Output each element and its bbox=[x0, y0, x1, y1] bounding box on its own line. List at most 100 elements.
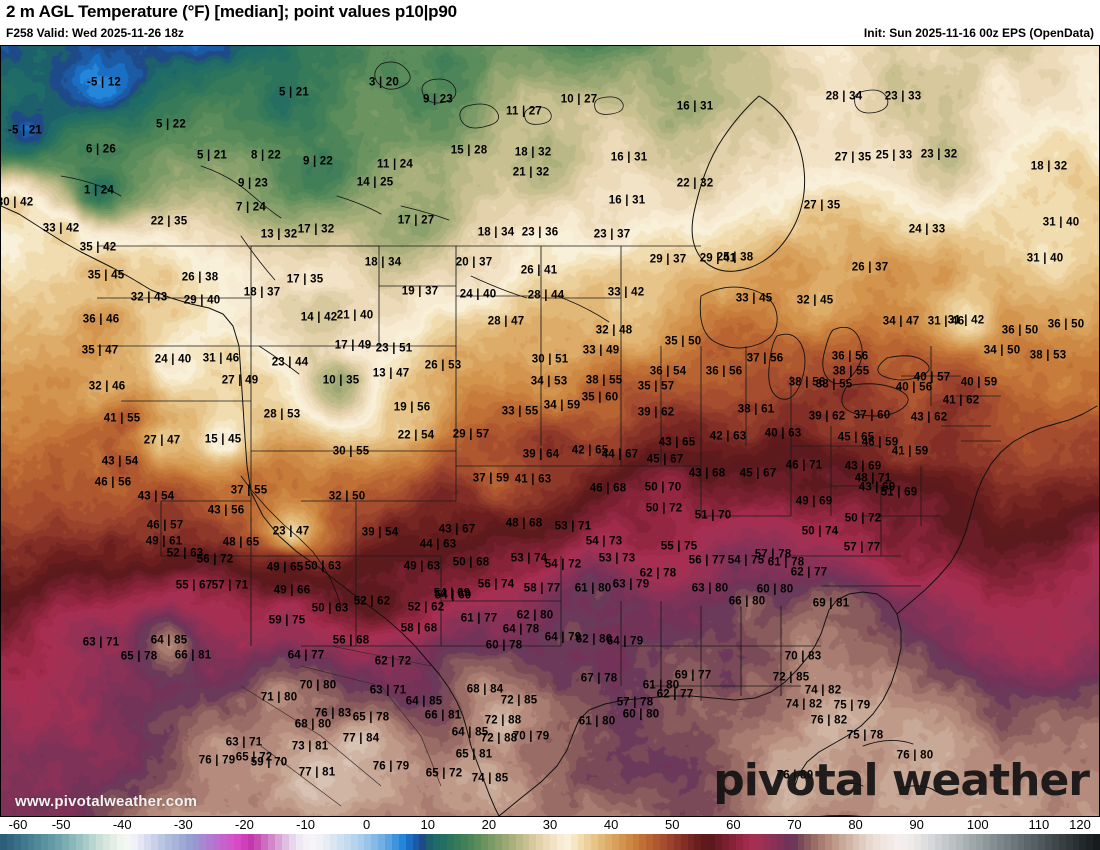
point-value-label: 18 | 34 bbox=[477, 226, 515, 239]
lake-erie bbox=[841, 383, 909, 417]
point-value-label: 28 | 34 bbox=[825, 90, 863, 103]
point-value-label: 22 | 54 bbox=[397, 429, 435, 442]
colorbar-cell bbox=[921, 834, 929, 850]
lake-huron bbox=[822, 326, 863, 385]
point-value-label: 20 | 37 bbox=[455, 256, 493, 269]
point-value-label: 1 | 24 bbox=[84, 184, 114, 197]
point-value-label: 13 | 47 bbox=[372, 367, 410, 380]
point-value-label: 33 | 49 bbox=[582, 344, 620, 357]
colorbar-cell bbox=[653, 834, 660, 850]
lake-superior bbox=[699, 286, 778, 349]
colorbar-tick: 0 bbox=[363, 817, 371, 832]
colorbar-cell bbox=[158, 834, 165, 850]
colorbar-cell bbox=[378, 834, 385, 850]
point-value-label: 63 | 80 bbox=[691, 582, 729, 595]
point-value-label: 70 | 83 bbox=[784, 650, 822, 663]
colorbar-cell bbox=[316, 834, 324, 850]
point-value-label: 31 | 46 bbox=[927, 315, 965, 328]
lake-river bbox=[258, 345, 300, 375]
colorbar-cell bbox=[522, 834, 530, 850]
point-value-label: 19 | 37 bbox=[401, 285, 439, 298]
point-value-label: 26 | 38 bbox=[181, 271, 219, 284]
colorbar-cell bbox=[783, 834, 791, 850]
colorbar-cell bbox=[701, 834, 709, 850]
point-value-label: -5 | 21 bbox=[7, 124, 43, 137]
point-value-label: 23 | 32 bbox=[920, 148, 958, 161]
colorbar-cell bbox=[996, 834, 1004, 850]
point-value-label: 38 | 55 bbox=[832, 365, 870, 378]
colorbar-cell bbox=[206, 834, 214, 850]
point-value-label: 64 | 85 bbox=[451, 726, 489, 739]
colorbar-cell bbox=[1010, 834, 1018, 850]
colorbar-tick-labels: -60 -50 -40 -30 -20 -10 0 10 20 30 40 50 60 70 80 90 100… bbox=[0, 817, 1100, 834]
point-value-label: 19 | 56 bbox=[393, 401, 431, 414]
colorbar-cell bbox=[831, 834, 839, 850]
point-value-label: 17 | 32 bbox=[297, 223, 335, 236]
point-value-label: 69 | 77 bbox=[674, 669, 712, 682]
point-value-label: 41 | 62 bbox=[942, 394, 980, 407]
point-value-label: 44 | 67 bbox=[601, 448, 639, 461]
colorbar-cell bbox=[1072, 834, 1080, 850]
point-value-label: 75 | 78 bbox=[846, 729, 884, 742]
map-header: 2 m AGL Temperature (°F) [median]; point… bbox=[0, 0, 1100, 45]
colorbar-cell bbox=[474, 834, 482, 850]
point-value-label: 36 | 56 bbox=[831, 350, 869, 363]
colorbar-cell bbox=[398, 834, 406, 850]
point-value-label: 43 | 69 bbox=[844, 460, 882, 473]
point-value-label: 38 | 61 bbox=[737, 403, 775, 416]
point-value-label: 72 | 88 bbox=[484, 714, 522, 727]
point-value-label: 35 | 47 bbox=[81, 344, 119, 357]
point-value-label: 53 | 74 bbox=[510, 552, 548, 565]
colorbar-cell bbox=[563, 834, 571, 850]
lake-river bbox=[470, 275, 528, 299]
point-value-label: 65 | 72 bbox=[425, 767, 463, 780]
point-value-label: 5 | 22 bbox=[156, 118, 186, 131]
point-value-label: 26 | 41 bbox=[520, 264, 558, 277]
temperature-map[interactable]: -5 | 12 5 | 21 3 | 20 9 | 23 11 | 27 10 | 27 1… bbox=[0, 45, 1100, 817]
point-value-label: 40 | 56 bbox=[895, 381, 933, 394]
colorbar-cell bbox=[48, 834, 55, 850]
brand-watermark: pivotal weather bbox=[713, 755, 1090, 806]
point-value-label: 46 | 57 bbox=[146, 519, 184, 532]
point-value-label: 44 | 63 bbox=[419, 538, 457, 551]
colorbar-cell bbox=[859, 834, 867, 850]
colorbar-cell bbox=[343, 834, 351, 850]
colorbar-cell bbox=[1003, 834, 1011, 850]
point-value-label: 39 | 64 bbox=[522, 448, 560, 461]
lake-river bbox=[400, 205, 450, 221]
colorbar-cell bbox=[529, 834, 537, 850]
point-value-label: 36 | 56 bbox=[705, 365, 743, 378]
colorbar-cell bbox=[385, 834, 392, 850]
lake-river bbox=[556, 295, 610, 323]
point-value-label: 37 | 60 bbox=[853, 409, 891, 422]
point-value-label: 46 | 71 bbox=[785, 459, 823, 472]
point-value-label: 36 | 54 bbox=[649, 365, 687, 378]
colorbar-cell bbox=[1079, 834, 1087, 850]
atlantic-coastline bbox=[896, 405, 1098, 615]
point-value-label: 60 | 80 bbox=[756, 583, 794, 596]
colorbar-cell bbox=[646, 834, 654, 850]
colorbar-cell bbox=[116, 834, 124, 850]
point-value-label: 14 | 25 bbox=[356, 176, 394, 189]
point-value-label: 51 | 70 bbox=[694, 509, 732, 522]
colorbar-tick: 80 bbox=[848, 817, 863, 832]
colorbar-cell bbox=[852, 834, 860, 850]
point-value-label: 16 | 31 bbox=[610, 151, 648, 164]
point-value-label: 72 | 85 bbox=[772, 671, 810, 684]
colorbar-tick: 70 bbox=[787, 817, 802, 832]
colorbar-tick: -40 bbox=[112, 817, 132, 832]
colorbar-cell bbox=[467, 834, 475, 850]
colorbar-cell bbox=[728, 834, 736, 850]
point-value-label: 30 | 51 bbox=[531, 353, 569, 366]
colorbar-tick: 40 bbox=[603, 817, 619, 832]
point-value-label: 18 | 37 bbox=[243, 286, 281, 299]
point-value-label: 34 | 50 bbox=[983, 344, 1021, 357]
colorbar-tick: 100 bbox=[966, 817, 989, 832]
point-value-label: 74 | 82 bbox=[785, 698, 823, 711]
point-value-label: 35 | 50 bbox=[664, 335, 702, 348]
point-value-label: 26 | 37 bbox=[851, 261, 889, 274]
colorbar-tick: 50 bbox=[664, 817, 680, 832]
point-value-label: 62 | 78 bbox=[639, 567, 677, 580]
point-value-label: 6 | 26 bbox=[86, 143, 116, 156]
point-value-label: 50 | 63 bbox=[304, 560, 342, 573]
